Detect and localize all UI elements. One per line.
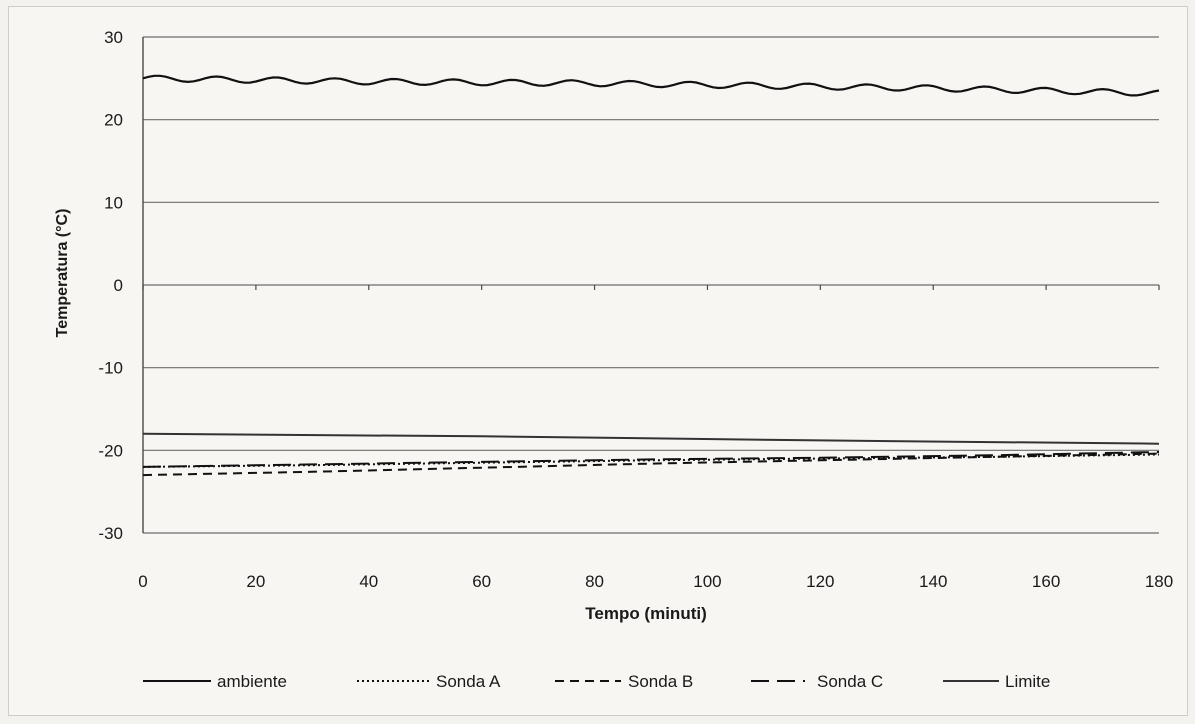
series-line-sonda-c [142, 451, 1160, 468]
x-axis-title: Tempo (minuti) [585, 604, 707, 623]
x-tick-label: 160 [1032, 572, 1060, 591]
legend-label-sonda-b: Sonda B [628, 672, 693, 691]
x-tick-label: 140 [919, 572, 947, 591]
grid-layer [143, 36, 1159, 534]
y-tick-label: 0 [114, 276, 123, 295]
legend-label-ambiente: ambiente [217, 672, 287, 691]
x-tick-label: 100 [693, 572, 721, 591]
series-line-limite [142, 432, 1160, 445]
legend: ambiente Sonda A Sonda B Sonda C Limite [143, 672, 1050, 691]
series-layer [142, 74, 1160, 477]
legend-label-sonda-c: Sonda C [817, 672, 883, 691]
label-layer: Tempo (minuti) Temperatura (°C) [54, 209, 707, 623]
x-tick-label: 40 [359, 572, 378, 591]
x-tick-label: 60 [472, 572, 491, 591]
x-tick-label: 180 [1145, 572, 1173, 591]
y-tick-label: -30 [98, 524, 123, 543]
y-tick-label: 10 [104, 193, 123, 212]
y-tick-label: -10 [98, 359, 123, 378]
x-tick-label: 120 [806, 572, 834, 591]
x-tick-label: 0 [138, 572, 147, 591]
y-tick-label: 20 [104, 111, 123, 130]
y-axis-title: Temperatura (°C) [54, 209, 71, 338]
x-tick-label: 20 [246, 572, 265, 591]
series-line-sonda-b [142, 452, 1160, 477]
y-tick-label: 30 [104, 28, 123, 47]
x-tick-label: 80 [585, 572, 604, 591]
y-tick-label: -20 [98, 441, 123, 460]
chart-frame: 30 20 10 0 -10 -20 -30 0 20 40 60 80 100 120 140 160 180… [8, 6, 1188, 716]
series-line-ambiente [142, 74, 1160, 97]
legend-label-sonda-a: Sonda A [436, 672, 501, 691]
legend-label-limite: Limite [1005, 672, 1050, 691]
